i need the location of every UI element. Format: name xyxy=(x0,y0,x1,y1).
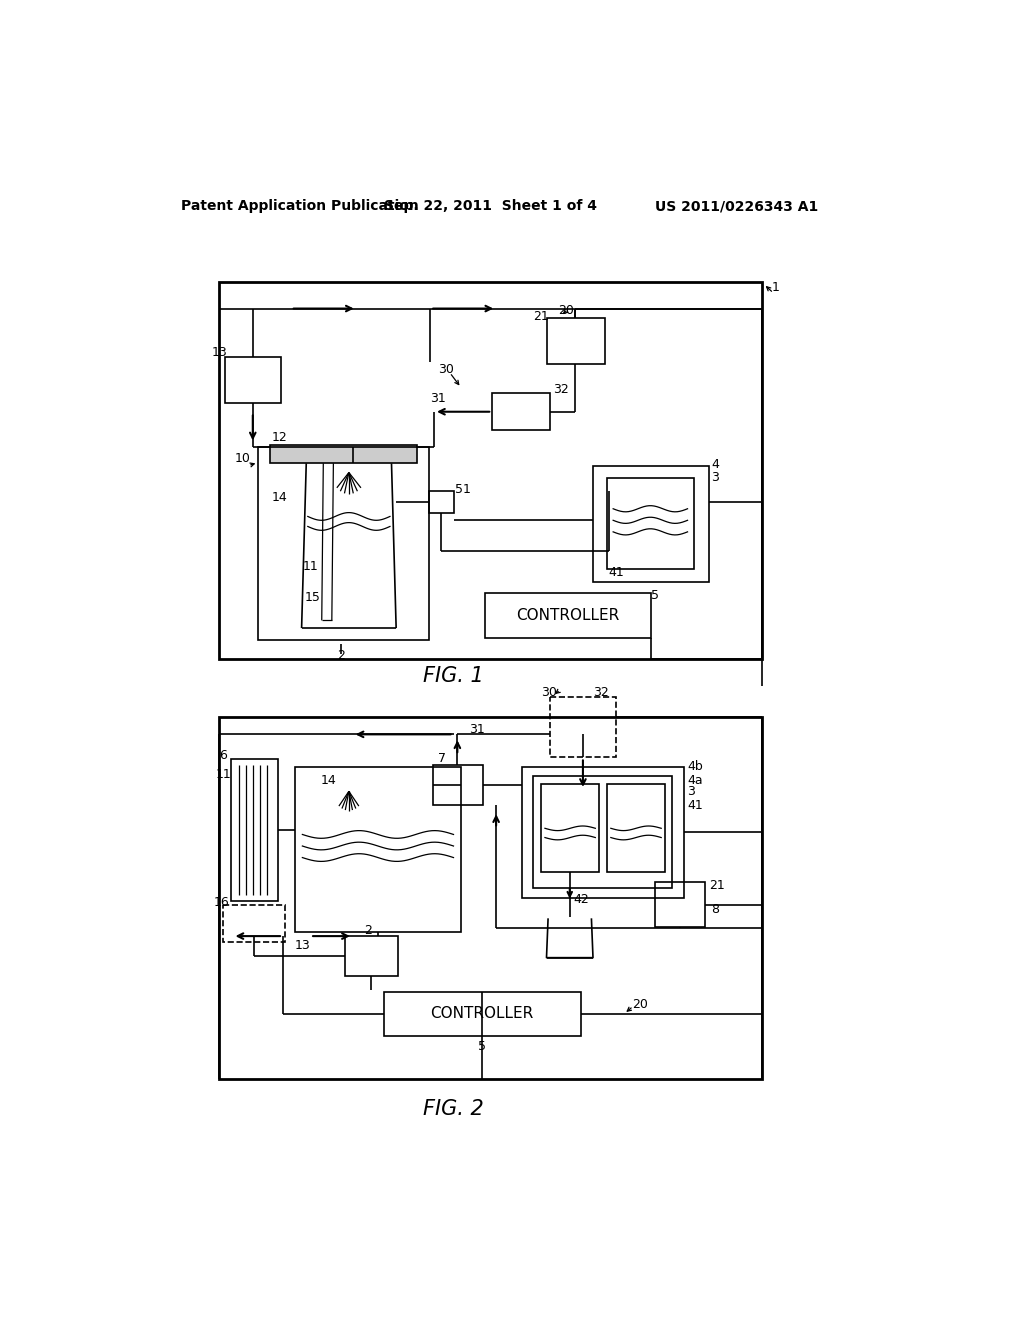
Bar xyxy=(219,717,762,1078)
Text: 11: 11 xyxy=(216,768,231,781)
Bar xyxy=(550,697,616,758)
Text: 30: 30 xyxy=(541,686,557,700)
Bar xyxy=(532,776,672,887)
Text: 32: 32 xyxy=(553,383,568,396)
Text: 5: 5 xyxy=(478,1040,486,1053)
Text: 1: 1 xyxy=(771,281,779,294)
Bar xyxy=(429,491,454,512)
Text: 4: 4 xyxy=(712,458,720,471)
Bar xyxy=(484,594,651,638)
Text: 21: 21 xyxy=(534,310,549,323)
Text: 21: 21 xyxy=(710,879,725,892)
Bar xyxy=(541,784,599,873)
Text: 15: 15 xyxy=(305,591,321,603)
Text: US 2011/0226343 A1: US 2011/0226343 A1 xyxy=(655,199,818,213)
Text: Patent Application Publication: Patent Application Publication xyxy=(180,199,419,213)
Text: Sep. 22, 2011  Sheet 1 of 4: Sep. 22, 2011 Sheet 1 of 4 xyxy=(384,199,597,213)
Text: 2: 2 xyxy=(337,648,345,661)
Bar xyxy=(219,281,762,659)
Text: 20: 20 xyxy=(632,998,647,1011)
Text: 7: 7 xyxy=(438,752,446,766)
Text: 2: 2 xyxy=(365,924,373,937)
Text: 4a: 4a xyxy=(687,774,703,787)
Text: 13: 13 xyxy=(212,346,227,359)
Bar xyxy=(231,759,278,902)
Text: 10: 10 xyxy=(234,453,250,465)
Bar xyxy=(432,766,483,805)
Text: 13: 13 xyxy=(295,939,310,952)
Text: 42: 42 xyxy=(573,894,590,907)
Text: 51: 51 xyxy=(455,483,471,496)
Bar xyxy=(270,445,417,463)
Text: 41: 41 xyxy=(687,799,703,812)
Text: 4b: 4b xyxy=(687,760,703,774)
Text: FIG. 2: FIG. 2 xyxy=(423,1100,484,1119)
Bar xyxy=(607,784,665,873)
Text: 31: 31 xyxy=(469,723,484,737)
Bar xyxy=(295,767,461,932)
Text: 11: 11 xyxy=(303,560,318,573)
Text: 41: 41 xyxy=(608,566,625,579)
Bar xyxy=(345,936,397,977)
Text: 20: 20 xyxy=(558,305,574,317)
Text: 5: 5 xyxy=(651,589,659,602)
Text: CONTROLLER: CONTROLLER xyxy=(516,609,620,623)
Bar xyxy=(593,466,710,582)
Bar xyxy=(521,767,684,898)
Bar xyxy=(607,478,693,569)
Text: 32: 32 xyxy=(593,686,608,700)
Bar xyxy=(547,318,604,364)
Text: CONTROLLER: CONTROLLER xyxy=(430,1006,534,1022)
Text: 6: 6 xyxy=(219,748,227,762)
Text: 16: 16 xyxy=(213,896,229,909)
Bar xyxy=(225,358,281,404)
Text: 8: 8 xyxy=(711,903,719,916)
Bar xyxy=(493,393,550,430)
Text: 3: 3 xyxy=(687,785,695,797)
Bar xyxy=(223,906,286,942)
Bar xyxy=(655,882,706,927)
Text: 14: 14 xyxy=(321,774,336,787)
Bar xyxy=(384,991,582,1036)
Bar xyxy=(258,447,429,640)
Text: 3: 3 xyxy=(712,471,720,484)
Text: FIG. 1: FIG. 1 xyxy=(423,665,484,686)
Text: 12: 12 xyxy=(271,432,287,445)
Text: 31: 31 xyxy=(430,392,446,405)
Text: 30: 30 xyxy=(438,363,454,376)
Text: 14: 14 xyxy=(271,491,287,504)
